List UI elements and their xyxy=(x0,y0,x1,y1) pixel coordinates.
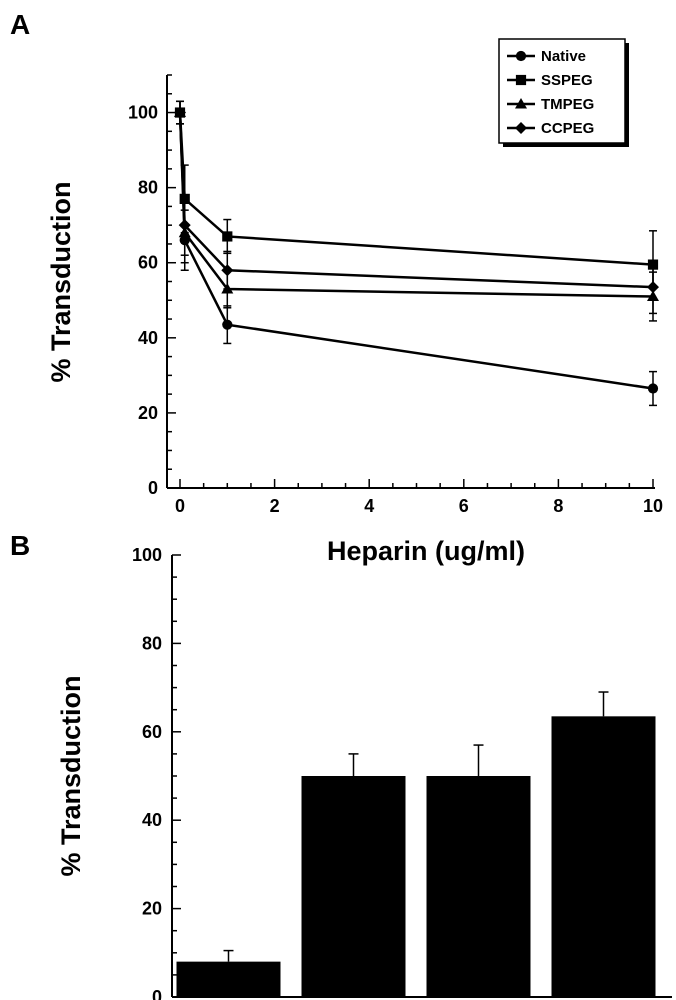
y-axis-title: % Transduction xyxy=(56,675,86,876)
bar xyxy=(176,961,281,997)
y-tick-label: 80 xyxy=(138,178,158,198)
data-point xyxy=(647,281,659,294)
y-tick-label: 0 xyxy=(148,478,158,498)
data-point xyxy=(221,264,234,277)
bar-tmpeg xyxy=(426,744,531,997)
legend-label: CCPEG xyxy=(541,120,594,137)
legend-swatch-marker xyxy=(515,74,527,86)
x-tick-label: 6 xyxy=(459,496,469,516)
y-tick-label: 40 xyxy=(142,810,162,830)
legend: Native SSPEG TMPEG CCPEG xyxy=(498,38,629,147)
y-tick-label: 40 xyxy=(138,328,158,348)
bar-native xyxy=(176,949,281,997)
bar xyxy=(426,776,531,997)
data-point xyxy=(647,383,659,394)
series-ccpeg xyxy=(174,100,659,315)
bar-sspeg xyxy=(301,753,406,997)
series-line xyxy=(178,112,654,289)
x-tick-label: 8 xyxy=(553,496,563,516)
data-point xyxy=(178,219,191,232)
y-tick-label: 100 xyxy=(128,103,158,123)
bar-ccpeg xyxy=(551,691,656,997)
y-tick-label: 60 xyxy=(138,253,158,273)
y-tick-label: 20 xyxy=(138,403,158,423)
y-tick-label: 20 xyxy=(142,899,162,919)
y-tick-label: 60 xyxy=(142,722,162,742)
bar xyxy=(551,716,656,997)
bar xyxy=(301,776,406,997)
data-point xyxy=(222,319,233,330)
data-point xyxy=(222,231,233,242)
data-point xyxy=(174,106,186,119)
panel-b-letter: B xyxy=(10,530,30,561)
panel-a-letter: A xyxy=(10,9,30,40)
x-tick-label: 2 xyxy=(270,496,280,516)
legend-swatch-marker xyxy=(515,50,527,62)
category-label: Native xyxy=(200,980,257,1000)
x-tick-label: 10 xyxy=(643,496,663,516)
category-label: TMPEG xyxy=(445,980,513,1000)
legend-label: Native xyxy=(541,48,586,65)
category-label: SSPEG xyxy=(321,980,386,1000)
series-line xyxy=(178,112,654,390)
x-axis-title: Heparin (ug/ml) xyxy=(327,536,525,566)
legend-swatch-marker xyxy=(515,98,527,109)
y-tick-label: 80 xyxy=(142,633,162,653)
legend-swatch-marker xyxy=(515,122,527,134)
legend-label: SSPEG xyxy=(541,72,593,89)
x-tick-label: 4 xyxy=(364,496,374,516)
panel-b-bar-chart: 0 20 40 60 80 100 % Transduction Native SSPEG TMP… xyxy=(56,545,672,1000)
y-tick-label: 0 xyxy=(152,987,162,1000)
y-axis-title: % Transduction xyxy=(46,181,76,382)
x-tick-label: 0 xyxy=(175,496,185,516)
category-label: CCPEG xyxy=(570,980,638,1000)
legend-label: TMPEG xyxy=(541,96,594,113)
y-tick-label: 100 xyxy=(132,545,162,565)
panel-a-line-chart: 0 20 40 60 80 100 0 2 4 6 8 10 Heparin (ug/ml) % Tran… xyxy=(46,38,663,566)
